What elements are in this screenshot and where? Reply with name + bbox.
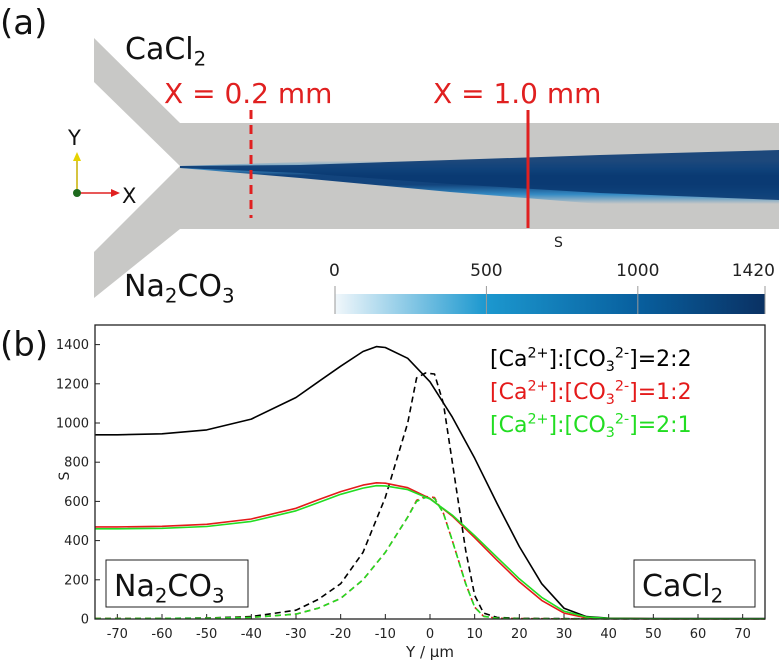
right-box-frame [633,559,756,608]
inlet-top-label: CaCl2 [125,32,206,71]
x-tick-label: 30 [556,627,573,642]
legend: [Ca2+]:[CO32-]=2:2 [Ca2+]:[CO32-]=1:2 [Ca2… [490,346,692,441]
cut-label-x-0-2: X = 0.2 mm [164,77,332,110]
y-tick-label: 800 [64,456,89,471]
lower-inlet-channel [94,166,180,298]
y-tick-label: 0 [81,613,89,628]
colorbar-tick-label: 1420 [732,261,775,281]
colorbar-tick-label: 0 [329,261,340,281]
colorbar-tick-label: 1000 [616,261,659,281]
x-tick-label: -40 [241,627,262,642]
inlet-bottom-label: Na2CO3 [124,269,235,308]
triad-y-label: Y [67,126,81,150]
x-tick-label: 0 [426,627,434,642]
panel-a-label: (a) [0,3,47,43]
plot-frame [94,324,766,620]
legend-entry-1: [Ca2+]:[CO32-]=2:2 [490,346,692,375]
series-line-5 [95,484,765,620]
panel-b: (b) S Y / µm -70 -60 -50 -40 -30 -20 -10 0 10 20 3… [0,324,766,661]
right-box: CaCl2 [633,559,756,608]
panel-b-label: (b) [0,325,48,365]
left-box-frame [105,559,249,608]
y-tick-label: 400 [64,534,89,549]
colorbar-ticks: 0 500 1000 1420 [329,261,775,314]
x-tick-label: -30 [285,627,306,642]
legend-entry-3: [Ca2+]:[CO32-]=2:1 [490,412,692,441]
x-tick-label: 50 [645,627,662,642]
x-tick-label: 40 [600,627,617,642]
x-axis-arrow-icon [111,189,120,197]
axes-triad: Y X [67,126,136,208]
x-tick-label: -10 [375,627,396,642]
left-box: Na2CO3 [105,559,249,608]
panel-a: (a) CaCl2 Na2CO3 X = 0.2 mm X = 1.0 mm Y… [0,3,779,314]
channel [94,38,779,298]
y-tick-label: 1200 [56,377,89,392]
left-box-label: Na2CO3 [114,569,225,608]
x-tick-label: 10 [466,627,483,642]
x-tick-label: -50 [196,627,217,642]
colorbar-tick-label: 500 [470,261,502,281]
x-tick-label: -70 [107,627,128,642]
x-tick-label: 20 [511,627,528,642]
colorbar-gradient [335,294,765,314]
right-box-label: CaCl2 [642,569,723,608]
y-axis-label: S [57,471,73,480]
precipitate-core [180,150,779,200]
cut-label-x-1-0: X = 1.0 mm [433,77,601,110]
x-tick-label: 70 [734,627,751,642]
x-tick-label: -60 [151,627,172,642]
colorbar-title: S [554,235,563,251]
x-axis-label: Y / µm [405,643,454,661]
y-tick-label: 1000 [56,417,89,432]
y-tick-label: 1400 [56,338,89,353]
x-tick-label: -20 [330,627,351,642]
origin-dot-icon [73,189,81,197]
y-tick-label: 200 [64,573,89,588]
triad-x-label: X [122,184,136,208]
upper-inlet-channel [94,38,180,166]
colorbar: S 0 500 1000 1420 [329,235,775,314]
legend-entry-2: [Ca2+]:[CO32-]=1:2 [490,379,692,408]
y-tick-label: 600 [64,495,89,510]
y-axis-arrow-icon [73,152,81,161]
x-tick-label: 60 [690,627,707,642]
